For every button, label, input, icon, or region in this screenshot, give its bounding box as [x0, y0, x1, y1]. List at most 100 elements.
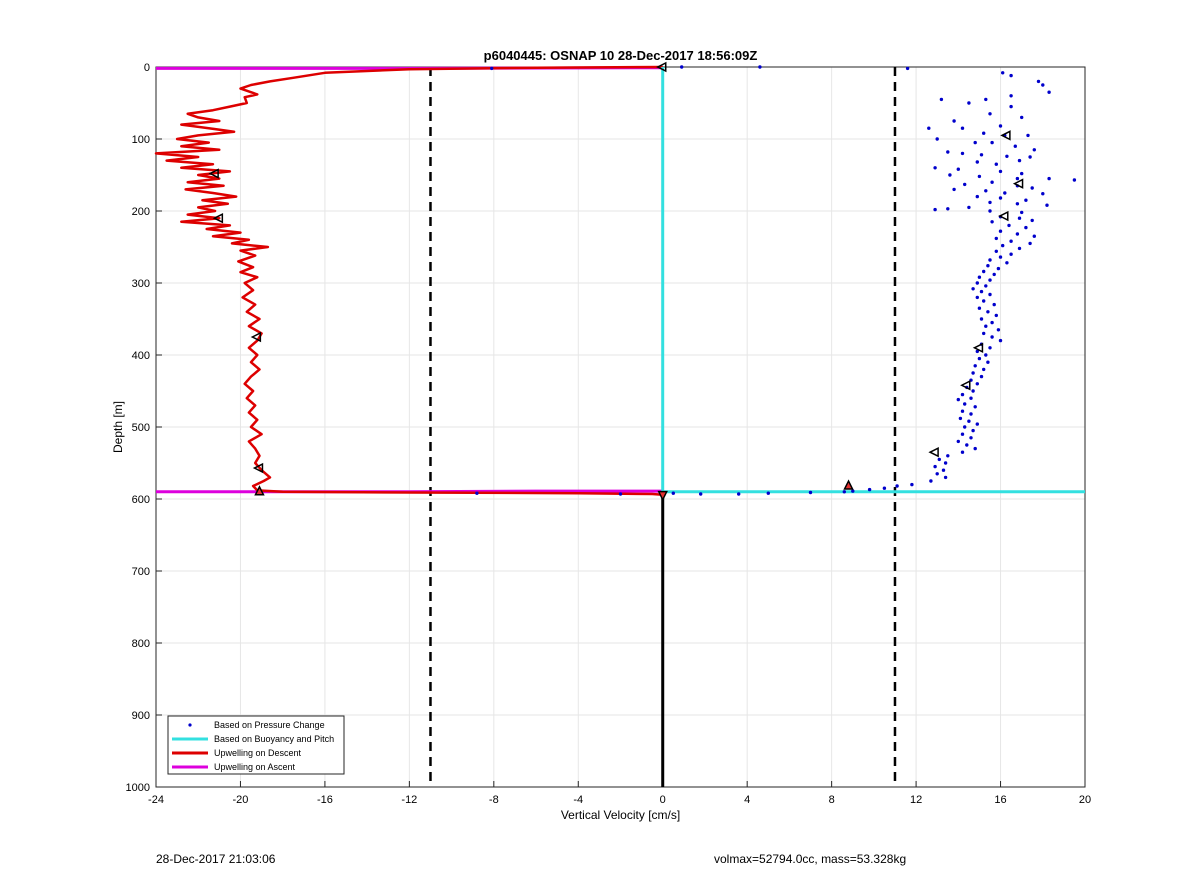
pressure-point — [971, 389, 975, 393]
pressure-point — [1072, 178, 1077, 182]
pressure-point — [998, 255, 1003, 259]
pressure-point — [699, 492, 703, 496]
pressure-point — [969, 396, 973, 400]
pressure-point — [994, 162, 998, 166]
pressure-point — [1020, 171, 1024, 176]
pressure-point — [1030, 218, 1034, 223]
pressure-point — [946, 150, 950, 154]
pressure-point — [1024, 225, 1028, 230]
pressure-point — [998, 169, 1003, 174]
pressure-point — [1009, 104, 1013, 109]
pressure-point — [960, 450, 965, 454]
y-tick-label: 200 — [132, 206, 150, 218]
pressure-point — [982, 367, 986, 372]
pressure-point — [973, 140, 977, 145]
pressure-point — [1047, 90, 1051, 94]
pressure-point — [1020, 210, 1024, 215]
pressure-point — [988, 200, 992, 205]
pressure-point — [982, 331, 986, 336]
pressure-point — [905, 66, 910, 71]
pressure-point — [975, 349, 979, 354]
pressure-point — [998, 229, 1003, 233]
pressure-point — [933, 166, 937, 170]
pressure-point — [1003, 191, 1007, 195]
pressure-point — [1020, 115, 1024, 120]
pressure-point — [1007, 223, 1011, 228]
pressure-point — [1005, 154, 1009, 158]
pressure-point — [982, 299, 986, 303]
pressure-point — [1009, 239, 1013, 243]
pressure-point — [977, 174, 982, 179]
marker-triangle-left — [656, 61, 667, 73]
pressure-point — [982, 269, 986, 274]
pressure-point — [808, 490, 813, 495]
pressure-point — [971, 371, 975, 375]
pressure-point — [946, 454, 950, 458]
pressure-point — [967, 101, 971, 105]
marker-triangle-left — [960, 380, 971, 391]
pressure-point — [1032, 148, 1037, 152]
pressure-point — [975, 160, 979, 164]
x-axis-label: Vertical Velocity [cm/s] — [561, 808, 680, 822]
pressure-point — [994, 236, 998, 241]
marker-triangle-left — [972, 342, 984, 354]
x-tick-label: 16 — [994, 794, 1006, 806]
pressure-point — [960, 126, 965, 130]
axis-ticks: -24 -20 -16 -12 -8 -4 0 4 8 12 16 20010020030040050… — [126, 62, 1092, 806]
x-tick-label: -16 — [317, 794, 333, 806]
y-tick-label: 900 — [132, 710, 150, 722]
pressure-point — [867, 487, 872, 492]
y-tick-label: 700 — [132, 566, 150, 578]
pressure-point — [1045, 203, 1049, 207]
pressure-point — [979, 374, 984, 379]
pressure-point — [975, 194, 979, 199]
pressure-point — [990, 220, 994, 224]
pressure-point — [975, 295, 979, 300]
y-tick-label: 600 — [132, 494, 150, 506]
legend-box — [167, 715, 345, 775]
x-tick-label: 12 — [910, 794, 922, 806]
pressure-point — [982, 131, 986, 135]
pressure-point — [937, 457, 941, 462]
pressure-point — [475, 491, 479, 495]
pressure-point — [996, 266, 1001, 271]
pressure-point — [998, 338, 1003, 343]
x-tick-label: -4 — [573, 794, 583, 806]
pressure-point — [910, 482, 914, 487]
pressure-point — [490, 66, 494, 71]
marker-triangle-down — [657, 490, 668, 502]
pressure-point — [967, 205, 971, 210]
y-tick-label: 0 — [144, 62, 150, 74]
pressure-point — [998, 124, 1003, 128]
marker-triangle-left — [928, 446, 939, 458]
pressure-point — [988, 346, 992, 350]
series-layer — [154, 65, 1085, 496]
pressure-point — [946, 207, 950, 211]
pressure-point — [984, 284, 988, 288]
pressure-point — [1009, 73, 1013, 78]
pressure-point — [977, 275, 982, 279]
pressure-point — [1015, 176, 1020, 181]
pressure-point — [975, 382, 979, 386]
y-axis-label: Depth [m] — [111, 401, 125, 453]
pressure-point — [975, 422, 979, 426]
pressure-point — [758, 65, 762, 69]
pressure-point — [967, 419, 971, 423]
pressure-point — [671, 491, 675, 495]
pressure-point — [988, 278, 992, 282]
descent-line — [154, 65, 663, 496]
pressure-point — [842, 490, 846, 494]
pressure-point — [979, 317, 984, 321]
pressure-point — [988, 258, 992, 262]
x-tick-label: -20 — [233, 794, 249, 806]
pressure-point — [956, 397, 960, 402]
pressure-point — [960, 392, 965, 397]
pressure-point — [1036, 79, 1041, 84]
pressure-point — [1028, 155, 1032, 159]
legend-label: Based on Pressure Change — [214, 720, 325, 730]
pressure-point — [1013, 144, 1017, 148]
x-tick-label: -24 — [148, 794, 164, 806]
footer-volmax-mass: volmax=52794.0cc, mass=53.328kg — [714, 852, 907, 866]
pressure-point — [1017, 246, 1022, 251]
